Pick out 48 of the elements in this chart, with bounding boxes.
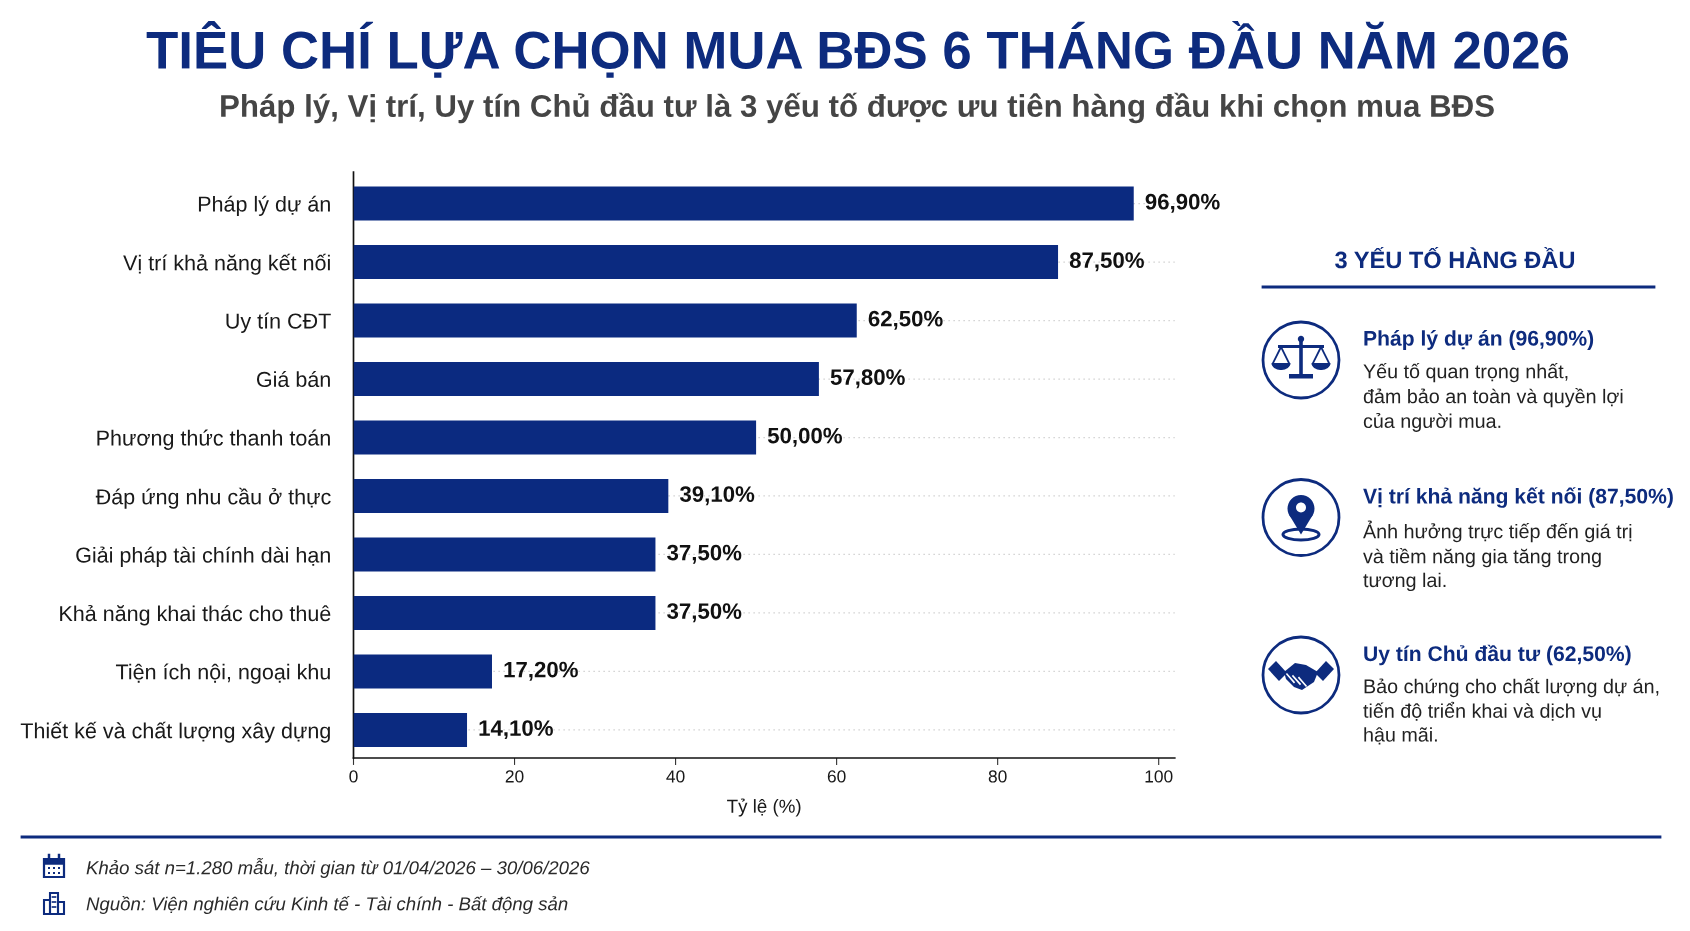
bar (353, 245, 1059, 280)
text: Bảo chứng cho chất lượng dự án, tiến độ triển khai và dịch vụ hậu mãi. (1363, 678, 1659, 745)
chart-subtitle: Pháp lý, Vị trí, Uy tín Chủ đầu tư là 3 yếu tố được ưu tiên hàng đầu khi chọn mua BĐS (221, 92, 1494, 124)
x-tick-label: 40 (666, 770, 685, 783)
y-tick-label: Phương thức thanh toán (97, 429, 330, 450)
x-tick-label: 20 (505, 770, 524, 783)
data-label: 87,50% (1069, 252, 1144, 272)
x-tick-label: 100 (1145, 770, 1173, 783)
y-tick-label: Pháp lý dự án (198, 195, 330, 216)
text: Uy tín Chủ đầu tư (62,50%) (1364, 644, 1631, 666)
data-label: 17,20% (504, 661, 578, 681)
y-tick-label: Tiện ích nội, ngoại khu (115, 663, 330, 684)
data-label: 39,10% (679, 486, 755, 506)
chart-title: TIÊU CHÍ LỰA CHỌN MUA BĐS 6 THÁNG ĐẦU NĂM 2026 (146, 21, 1569, 78)
data-label: 50,00% (767, 427, 842, 447)
bar (353, 362, 819, 396)
y-tick-label: Thiết kế và chất lượng xây dựng (20, 721, 330, 743)
y-tick-label: Giá bán (256, 370, 330, 388)
bar (353, 654, 492, 689)
y-tick-label: Đáp ứng nhu cầu ở thực (95, 487, 331, 509)
y-tick-label: Khả năng khai thác cho thuê (60, 604, 331, 626)
x-tick-label: 0 (349, 770, 358, 783)
data-label: 14,10% (479, 720, 553, 740)
y-tick-label: Giải pháp tài chính dài hạn (76, 546, 330, 567)
text: Ảnh hưởng trực tiếp đến giá trị và tiềm năng gia tăng trong tương lai. (1363, 520, 1632, 592)
data-label: 37,50% (667, 544, 742, 564)
text: Khảo sát n=1.280 mẫu, thời gian từ 01/04/2026 – 30/06/2026 (86, 858, 590, 878)
data-label: 57,80% (830, 369, 905, 389)
bar (353, 537, 656, 572)
x-axis-title: Tỷ lệ (%) (727, 798, 801, 817)
bar (353, 420, 757, 455)
text: 3 YẾU TỐ HÀNG ĐẦU (1335, 246, 1575, 269)
y-tick-label: Vị trí khả năng kết nối (123, 253, 330, 275)
data-label: 62,50% (868, 310, 943, 330)
bar (353, 479, 669, 513)
data-label: 37,50% (667, 603, 742, 623)
text: Yếu tố quan trọng nhất, đảm bảo an toàn và quyền lợi của người mua. (1363, 363, 1623, 432)
text: Vị trí khả năng kết nối (87,50%) (1363, 487, 1673, 508)
bar (353, 712, 468, 747)
data-label: 96,90% (1145, 193, 1220, 213)
x-tick-label: 80 (988, 770, 1007, 783)
bar (353, 596, 656, 630)
bar (353, 186, 1134, 221)
y-tick-label: Uy tín CĐT (226, 312, 331, 333)
text: Nguồn: Viện nghiên cứu Kinh tế - Tài chính - Bất động sản (86, 895, 568, 915)
text: Pháp lý dự án (96,90%) (1364, 330, 1594, 350)
bar (353, 303, 857, 338)
x-tick-label: 60 (827, 770, 846, 783)
